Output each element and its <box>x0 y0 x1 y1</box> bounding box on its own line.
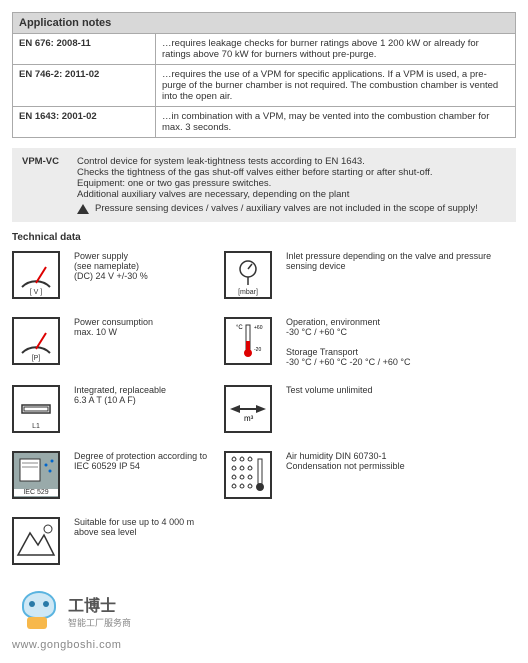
tech-text-right: Inlet pressure depending on the valve an… <box>286 251 516 271</box>
vpm-label: VPM-VC <box>22 156 77 214</box>
tech-text-left: Degree of protection according to IEC 60… <box>74 451 224 471</box>
robot-icon <box>12 585 62 635</box>
tech-icon-mid: [mbar] <box>224 251 272 299</box>
tech-icon-left: [ V ] <box>12 251 60 299</box>
tech-icon-left: L1 <box>12 385 60 433</box>
svg-text:°C: °C <box>236 325 243 331</box>
vpm-vc-box: VPM-VC Control device for system leak-ti… <box>12 148 516 222</box>
table-row: EN 1643: 2001-02 …in combination with a … <box>13 107 516 138</box>
tech-icon-mid <box>224 451 272 499</box>
desc-cell: …requires leakage checks for burner rati… <box>156 34 516 65</box>
tech-icon-mid: +60 -20 °C <box>224 317 272 365</box>
tech-row: L1 Integrated, replaceable 6.3 A T (10 A … <box>12 385 516 433</box>
tech-row: [ V ] Power supply (see nameplate) (DC) 2… <box>12 251 516 299</box>
svg-text:m³: m³ <box>244 414 254 423</box>
desc-cell: …requires the use of a VPM for specific … <box>156 65 516 107</box>
watermark-small: 智能工厂服务商 <box>68 616 131 629</box>
tech-icon-mid: m³ <box>224 385 272 433</box>
warning-line: Pressure sensing devices / valves / auxi… <box>77 203 506 214</box>
tech-text-right: Operation, environment -30 °C / +60 °C S… <box>286 317 516 367</box>
tech-text-right: Air humidity DIN 60730-1 Condensation no… <box>286 451 516 471</box>
svg-text:-20: -20 <box>254 347 261 353</box>
warning-text: Pressure sensing devices / valves / auxi… <box>95 203 478 214</box>
tech-icon-left: IEC 529 <box>12 451 60 499</box>
appnotes-header: Application notes <box>13 13 516 34</box>
tech-icon-left <box>12 517 60 565</box>
desc-cell: …in combination with a VPM, may be vente… <box>156 107 516 138</box>
vpm-line: Equipment: one or two gas pressure switc… <box>77 178 506 189</box>
vpm-line: Control device for system leak-tightness… <box>77 156 506 167</box>
std-cell: EN 1643: 2001-02 <box>13 107 156 138</box>
tech-text-left: Power consumption max. 10 W <box>74 317 224 337</box>
tech-row: IEC 529 Degree of protection according to… <box>12 451 516 499</box>
watermark-big: 工博士 <box>68 592 131 616</box>
tech-row: Suitable for use up to 4 000 m above sea… <box>12 517 516 565</box>
vpm-text: Control device for system leak-tightness… <box>77 156 506 214</box>
tech-row: [P] Power consumption max. 10 W +60 -20 °C Op… <box>12 317 516 367</box>
vpm-line: Checks the tightness of the gas shut-off… <box>77 167 506 178</box>
technical-data-header: Technical data <box>12 232 516 243</box>
application-notes-table: Application notes EN 676: 2008-11 …requi… <box>12 12 516 138</box>
tech-text-left: Power supply (see nameplate) (DC) 24 V +… <box>74 251 224 281</box>
tech-text-right: Test volume unlimited <box>286 385 516 395</box>
svg-text:+60: +60 <box>254 325 263 331</box>
std-cell: EN 676: 2008-11 <box>13 34 156 65</box>
watermark-url: www.gongboshi.com <box>12 639 516 651</box>
tech-icon-left: [P] <box>12 317 60 365</box>
tech-text-left: Integrated, replaceable 6.3 A T (10 A F) <box>74 385 224 405</box>
warning-icon <box>77 204 89 214</box>
table-row: EN 746-2: 2011-02 …requires the use of a… <box>13 65 516 107</box>
table-row: EN 676: 2008-11 …requires leakage checks… <box>13 34 516 65</box>
watermark: 工博士 智能工厂服务商 <box>12 585 516 635</box>
std-cell: EN 746-2: 2011-02 <box>13 65 156 107</box>
vpm-line: Additional auxiliary valves are necessar… <box>77 189 506 200</box>
tech-text-left: Suitable for use up to 4 000 m above sea… <box>74 517 224 537</box>
